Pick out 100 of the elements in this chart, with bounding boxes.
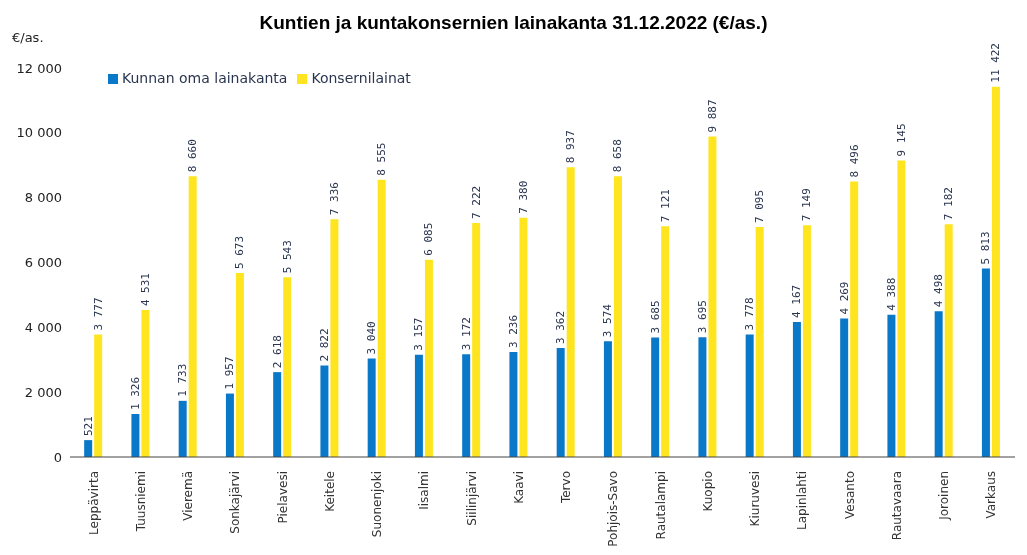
data-label: 7 222 (469, 185, 483, 219)
y-axis-title: €/as. (12, 30, 44, 45)
bar (519, 217, 528, 457)
data-label: 3 695 (695, 300, 709, 334)
data-label: 3 236 (506, 314, 520, 349)
y-tick-label: 6 000 (24, 255, 62, 271)
bar (887, 314, 896, 457)
bar (225, 393, 234, 457)
y-tick-label: 10 000 (16, 125, 62, 141)
data-label: 9 887 (705, 99, 719, 133)
x-tick-label: Kuopio (700, 471, 715, 512)
data-label: 11 422 (989, 42, 1003, 83)
bar (235, 273, 244, 457)
x-tick-label: Kaavi (511, 471, 526, 504)
bar (934, 311, 943, 457)
data-label: 4 498 (932, 274, 946, 308)
bar (273, 372, 282, 457)
data-label: 4 167 (790, 284, 804, 318)
bar (755, 227, 764, 457)
data-label: 3 172 (459, 317, 473, 351)
data-label: 3 778 (743, 297, 757, 331)
chart-title: Kuntien ja kuntakonsernien lainakanta 31.12.2022 (€/as.) (259, 12, 768, 33)
x-tick-label: Varkaus (984, 471, 999, 519)
data-label: 8 660 (186, 139, 200, 173)
x-tick-label: Iisalmi (417, 471, 432, 510)
x-tick-label: Pielavesi (275, 471, 290, 524)
x-tick-label: Kiuruvesi (748, 471, 763, 527)
data-label: 3 157 (412, 317, 426, 351)
x-tick-label: Tervo (559, 471, 574, 505)
data-label: 2 822 (317, 328, 331, 362)
x-tick-label: Pohjois-Savo (606, 471, 621, 547)
data-label: 1 733 (176, 363, 190, 397)
y-tick-label: 2 000 (24, 384, 62, 400)
bar (603, 341, 612, 457)
bar (188, 176, 197, 457)
data-label: 1 326 (128, 376, 142, 411)
bar (802, 225, 811, 457)
bar (566, 167, 575, 457)
bar (377, 179, 386, 457)
bar (131, 414, 140, 457)
bar (981, 268, 990, 457)
bar (897, 160, 906, 457)
bar (414, 354, 423, 457)
bar (178, 400, 187, 457)
legend-label: Kunnan oma lainakanta (122, 70, 288, 86)
bar (840, 318, 849, 457)
x-tick-label: Joroinen (937, 471, 952, 521)
x-tick-label: Vesanto (842, 471, 857, 519)
data-label: 7 182 (942, 187, 956, 221)
bar (850, 181, 859, 457)
x-tick-label: Tuusniemi (133, 471, 148, 533)
data-label: 2 618 (270, 335, 284, 369)
x-tick-label: Vieremä (181, 471, 196, 521)
data-label: 6 085 (422, 222, 436, 256)
y-tick-label: 4 000 (24, 319, 62, 335)
y-tick-label: 8 000 (24, 190, 62, 206)
bar (651, 337, 660, 457)
x-tick-label: Lapinlahti (795, 471, 810, 530)
x-tick-label: Leppävirta (86, 471, 101, 535)
data-label: 9 145 (894, 123, 908, 157)
data-label: 7 121 (658, 189, 672, 223)
bar (509, 352, 518, 457)
data-label: 4 388 (884, 277, 898, 311)
data-label: 8 555 (375, 142, 389, 176)
data-label: 3 777 (91, 297, 105, 331)
bar (462, 354, 471, 457)
data-label: 7 149 (800, 188, 814, 222)
y-tick-label: 12 000 (16, 60, 62, 76)
data-label: 7 380 (516, 180, 530, 214)
bar (84, 440, 93, 457)
bar (141, 310, 150, 457)
data-label: 8 496 (847, 144, 861, 178)
data-label: 5 673 (233, 235, 247, 270)
data-label: 3 362 (554, 310, 568, 345)
x-tick-label: Keitele (322, 471, 337, 512)
data-label: 5 543 (280, 240, 294, 274)
bar (424, 259, 433, 457)
data-label: 3 040 (365, 321, 379, 355)
bar (661, 226, 670, 457)
bar (556, 348, 565, 457)
legend-label: Konsernilainat (311, 70, 411, 86)
bar (367, 358, 376, 457)
data-label: 3 574 (601, 303, 615, 338)
x-tick-label: Rautavaara (889, 471, 904, 541)
bar (698, 337, 707, 457)
data-label: 4 269 (837, 281, 851, 315)
bar (944, 224, 953, 457)
bar (745, 334, 754, 457)
data-label: 7 336 (327, 182, 341, 216)
bar (472, 222, 481, 457)
x-tick-label: Siilinjärvi (464, 471, 479, 526)
bar (991, 86, 1000, 457)
data-label: 5 813 (979, 231, 993, 265)
data-label: 8 658 (611, 139, 625, 173)
x-tick-label: Rautalampi (653, 471, 668, 540)
bar (792, 321, 801, 457)
y-tick-label: 0 (53, 449, 62, 465)
x-tick-label: Suonenjoki (370, 471, 385, 538)
bar (613, 176, 622, 457)
data-label: 4 531 (138, 273, 152, 307)
